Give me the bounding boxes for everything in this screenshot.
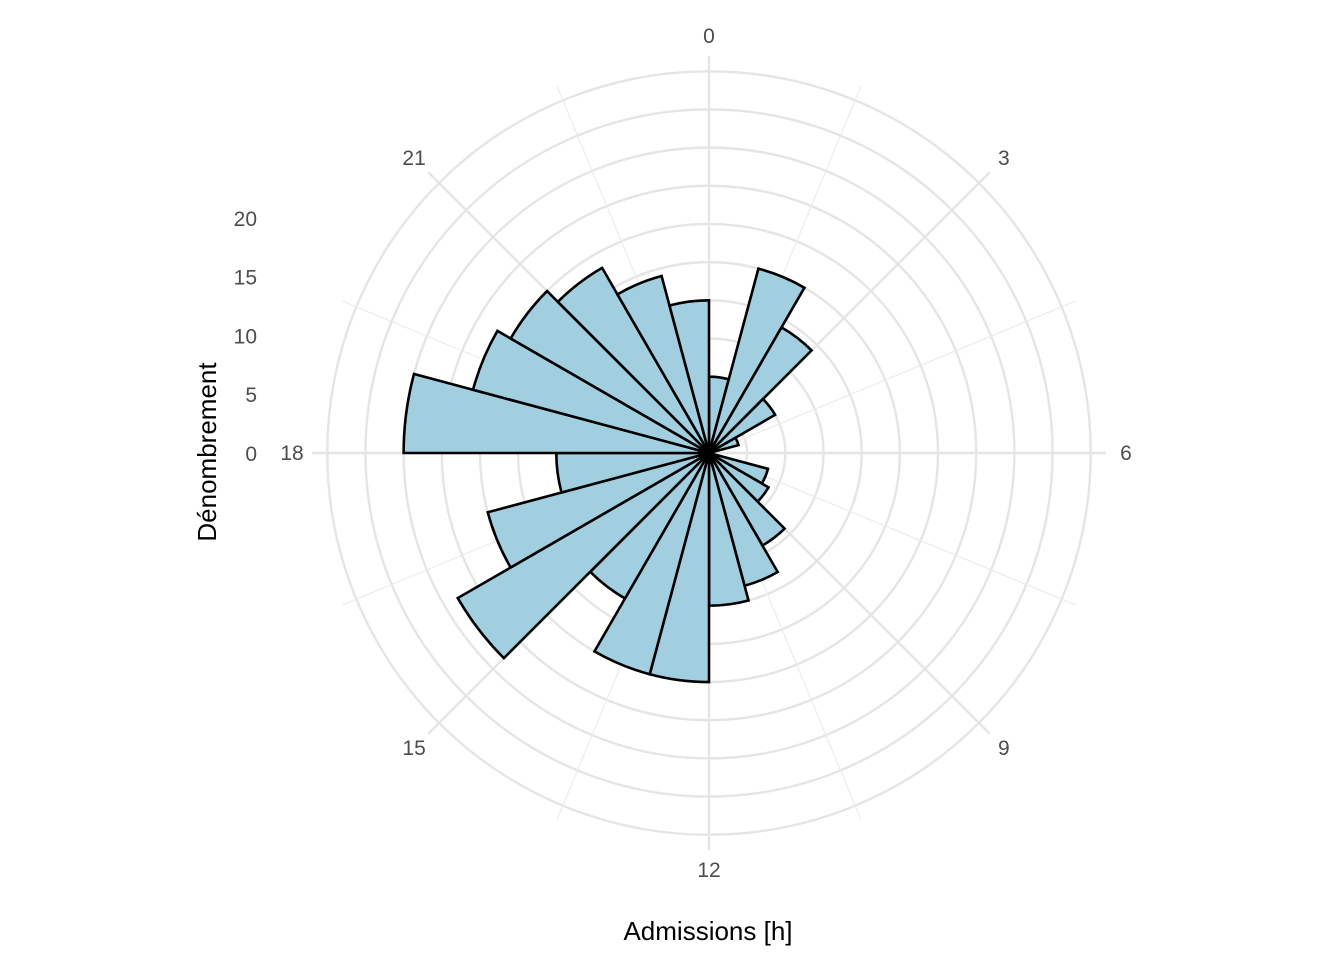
bar-hour-4 [708, 435, 741, 455]
y-axis-title: Dénombrement [192, 362, 222, 542]
y-tick-label: 15 [234, 267, 257, 290]
x-tick-label: 6 [1120, 442, 1132, 465]
y-tick-label: 20 [234, 208, 257, 231]
x-tick-label: 18 [280, 442, 303, 465]
bar-hour-3 [708, 397, 777, 455]
grid-spoke-minor [708, 452, 1077, 606]
bar-hour-15 [455, 451, 710, 660]
x-tick-label: 3 [998, 147, 1010, 170]
y-tick-label: 0 [245, 443, 257, 466]
x-tick-label: 15 [402, 737, 425, 760]
bar-hour-1 [707, 267, 807, 454]
bar-hour-20 [508, 289, 710, 455]
y-tick-label: 10 [234, 325, 257, 348]
grid-spoke-minor [708, 300, 1077, 454]
bar-hour-13 [592, 452, 711, 676]
x-tick-label: 21 [402, 147, 425, 170]
bar-hour-23 [667, 299, 711, 454]
bar-hour-16 [486, 451, 710, 570]
bar-hour-22 [615, 274, 711, 454]
bars-layer [402, 266, 814, 684]
y-tick-label: 5 [245, 384, 257, 407]
labels-layer: 0 3 6 9 12 15 18 21 0 5 10 15 20 [234, 25, 1132, 882]
x-tick-label: 9 [998, 737, 1010, 760]
bar-hour-2 [707, 325, 814, 454]
x-axis-title: Admissions [h] [623, 916, 792, 946]
x-tick-label: 0 [703, 25, 715, 48]
x-tick-label: 12 [697, 859, 720, 882]
bar-hour-21 [556, 266, 711, 454]
bar-hour-19 [471, 329, 710, 455]
